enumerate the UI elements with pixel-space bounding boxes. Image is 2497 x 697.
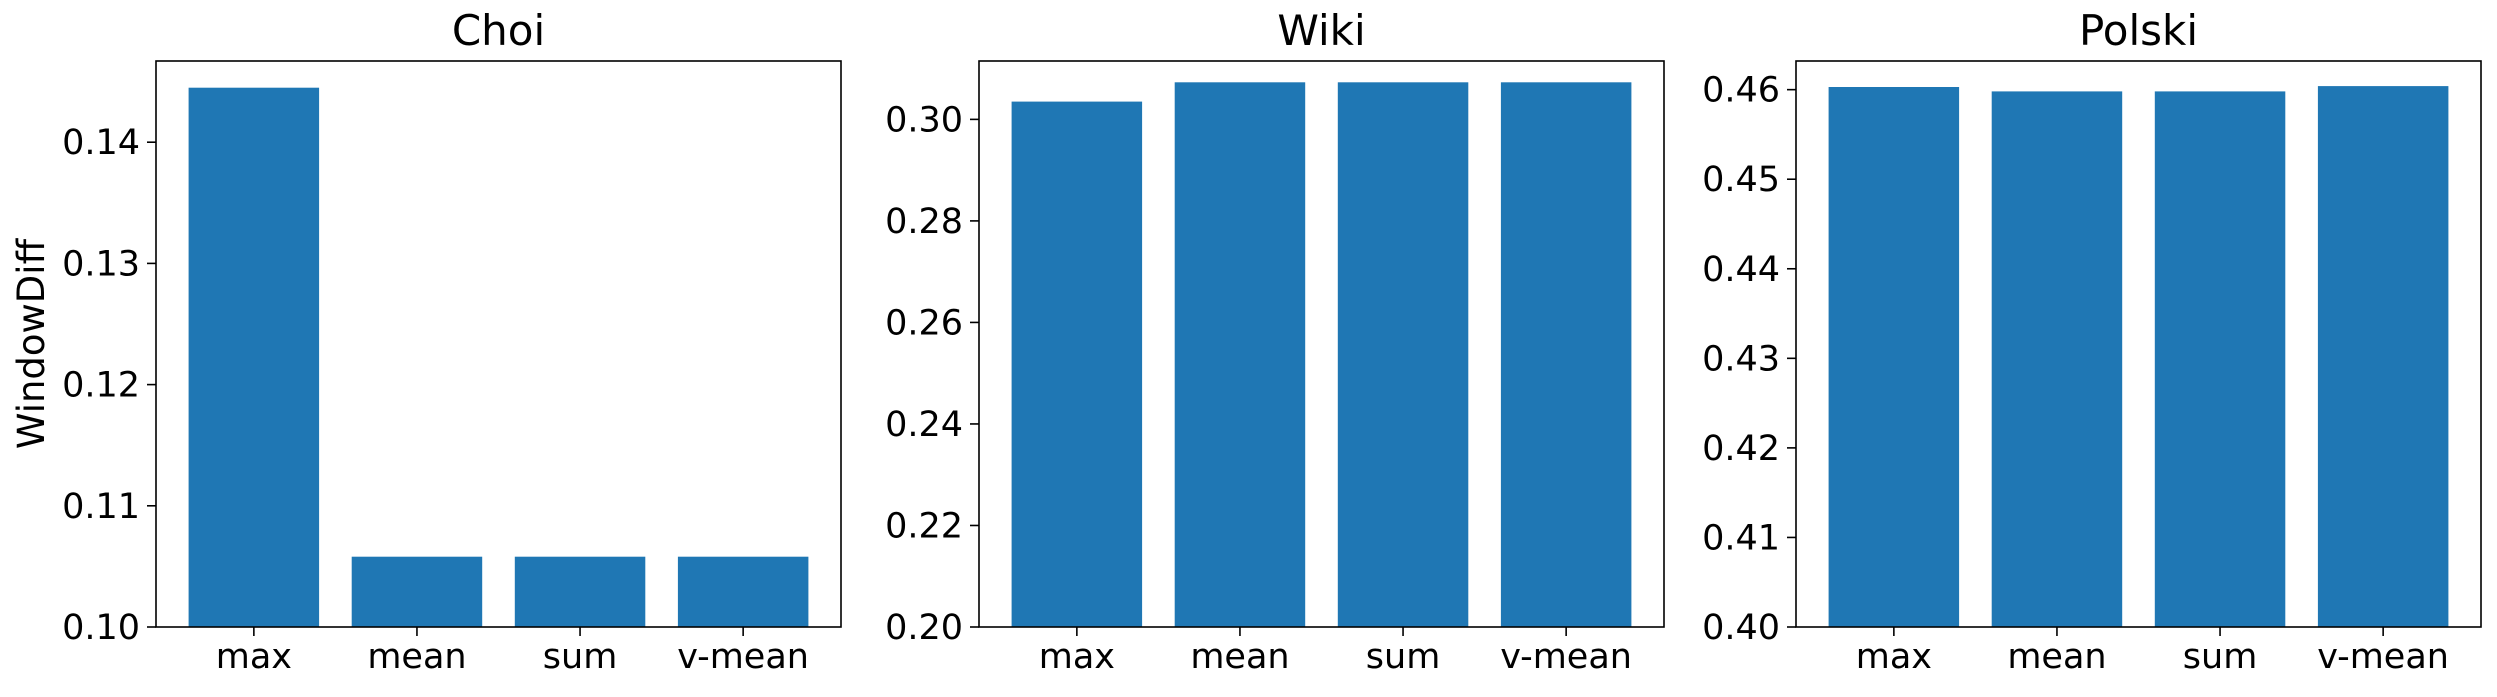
chart-panel-polski: 0.40 0.41 0.42 0.43 0.44 0.45 0.46 max mean sum v-…: [1702, 6, 2482, 677]
panel-title: Polski: [2079, 6, 2198, 55]
chart-panel-wiki: 0.20 0.22 0.24 0.26 0.28 0.30 max mean sum v-mean…: [885, 6, 1665, 677]
y-tick-label: 0.14: [62, 123, 140, 163]
x-tick-label: max: [1039, 637, 1115, 677]
y-tick-label: 0.44: [1702, 250, 1780, 290]
bar-max: [1828, 87, 1960, 627]
bar-mean: [1991, 91, 2123, 627]
x-tick-label: v-mean: [1500, 637, 1632, 677]
y-tick-label: 0.42: [1702, 429, 1780, 469]
y-tick-label: 0.28: [885, 202, 963, 242]
axes-frame: [1795, 60, 2482, 628]
y-tick-label: 0.10: [62, 608, 140, 648]
y-tick-label: 0.41: [1702, 518, 1780, 558]
bar-max: [1011, 101, 1143, 628]
panel-title: Choi: [452, 6, 545, 55]
x-tick-label: v-mean: [2317, 637, 2449, 677]
bar-v-mean: [677, 556, 809, 627]
x-tick-label: mean: [1190, 637, 1289, 677]
y-tick-label: 0.24: [885, 405, 963, 445]
axes-frame: [978, 60, 1665, 628]
y-tick-label: 0.26: [885, 303, 963, 343]
x-tick-label: sum: [543, 637, 618, 677]
y-axis-label: WindowDiff: [10, 237, 53, 449]
x-tick-label: max: [216, 637, 292, 677]
bar-mean: [351, 556, 483, 627]
y-tick-label: 0.45: [1702, 160, 1780, 200]
bar-sum: [2154, 91, 2286, 627]
x-tick-label: sum: [1366, 637, 1441, 677]
x-tick-label: mean: [2007, 637, 2106, 677]
x-tick-label: sum: [2183, 637, 2258, 677]
chart-panel-choi: 0.10 0.11 0.12 0.13 0.14 max mean sum v-mean Choi…: [10, 6, 842, 677]
x-tick-label: mean: [367, 637, 466, 677]
bar-mean: [1174, 82, 1306, 628]
y-tick-label: 0.30: [885, 100, 963, 140]
y-tick-label: 0.20: [885, 608, 963, 648]
x-tick-label: max: [1856, 637, 1932, 677]
axes-frame: [155, 60, 842, 628]
y-tick-label: 0.40: [1702, 608, 1780, 648]
panel-title: Wiki: [1277, 6, 1365, 55]
y-tick-label: 0.46: [1702, 71, 1780, 111]
y-tick-label: 0.12: [62, 366, 140, 406]
y-tick-label: 0.43: [1702, 339, 1780, 379]
bar-sum: [514, 556, 646, 627]
bar-v-mean: [2317, 86, 2449, 628]
y-tick-label: 0.11: [62, 487, 140, 527]
y-tick-label: 0.13: [62, 244, 140, 284]
bar-sum: [1337, 82, 1469, 628]
bar-v-mean: [1500, 82, 1632, 628]
x-tick-label: v-mean: [677, 637, 809, 677]
bar-max: [188, 87, 320, 627]
y-tick-label: 0.22: [885, 506, 963, 546]
